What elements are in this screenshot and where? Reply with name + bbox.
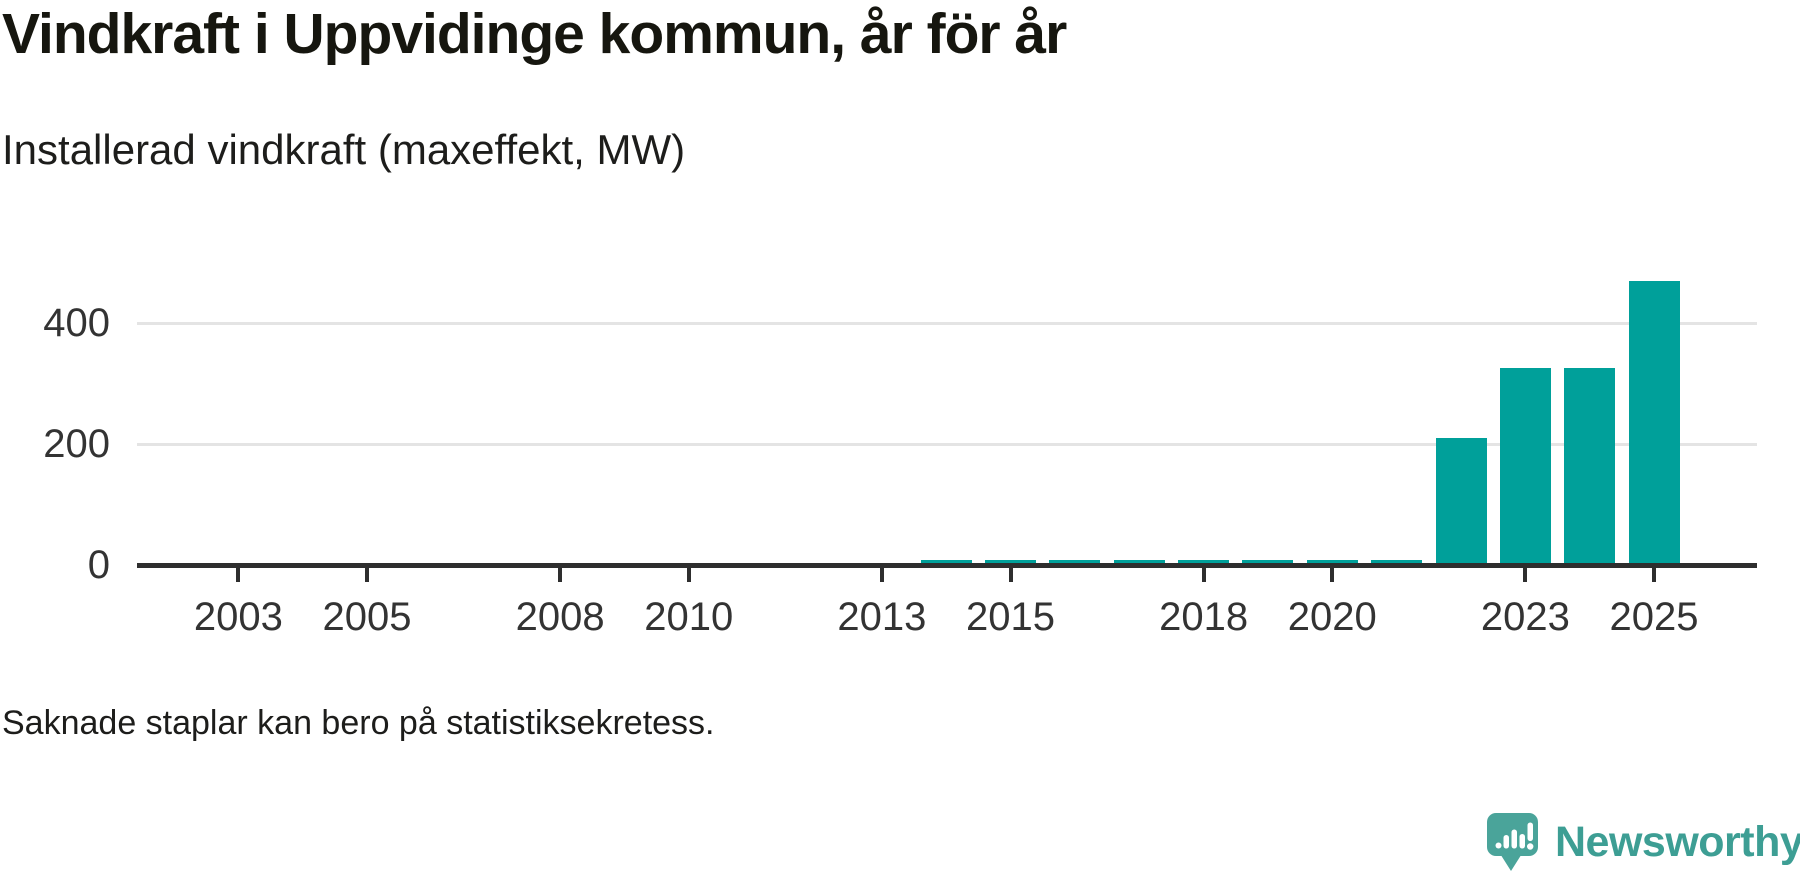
x-axis-tick-label-2020: 2020 — [1287, 595, 1377, 639]
x-axis-tick-label-2008: 2008 — [515, 595, 605, 639]
y-axis-tick-label-0: 0 — [87, 543, 110, 587]
y-axis-tick-label-200: 200 — [43, 422, 110, 466]
x-axis-tick-label-2018: 2018 — [1159, 595, 1249, 639]
chart-subtitle: Installerad vindkraft (maxeffekt, MW) — [2, 126, 686, 173]
newsworthy-branding: Newsworthy — [1486, 812, 1800, 872]
bar-2024 — [1564, 368, 1616, 565]
x-axis-tick-2005 — [365, 567, 370, 582]
newsworthy-wordmark: Newsworthy — [1555, 817, 1800, 866]
y-gridline-400 — [137, 321, 1757, 325]
x-axis-tick-2015 — [1008, 567, 1013, 582]
bar-2023 — [1499, 368, 1551, 565]
x-axis-tick-label-2005: 2005 — [322, 595, 412, 639]
x-axis-tick-label-2025: 2025 — [1609, 595, 1699, 639]
x-axis-tick-label-2023: 2023 — [1480, 595, 1570, 639]
chart-footnote: Saknade staplar kan bero på statistiksek… — [2, 704, 715, 742]
bar-2022 — [1435, 438, 1487, 565]
x-axis-tick-label-2003: 2003 — [193, 595, 283, 639]
y-gridline-200 — [137, 442, 1757, 446]
bar-2025 — [1628, 281, 1680, 565]
x-axis-tick-2003 — [236, 567, 241, 582]
x-axis-tick-2013 — [879, 567, 884, 582]
chart-title: Vindkraft i Uppvidinge kommun, år för år — [2, 2, 1067, 66]
x-axis-tick-label-2013: 2013 — [837, 595, 927, 639]
newsworthy-speech-bubble-chart-icon — [1486, 812, 1539, 872]
x-axis-tick-2008 — [558, 567, 563, 582]
y-axis-tick-label-400: 400 — [43, 301, 110, 345]
x-axis-tick-2010 — [686, 567, 691, 582]
x-axis-tick-2020 — [1330, 567, 1335, 582]
x-axis-line — [137, 562, 1757, 568]
x-axis-tick-2023 — [1523, 567, 1528, 582]
x-axis-tick-2018 — [1201, 567, 1206, 582]
x-axis-tick-2025 — [1652, 567, 1657, 582]
x-axis-tick-label-2010: 2010 — [644, 595, 734, 639]
x-axis-tick-label-2015: 2015 — [966, 595, 1056, 639]
